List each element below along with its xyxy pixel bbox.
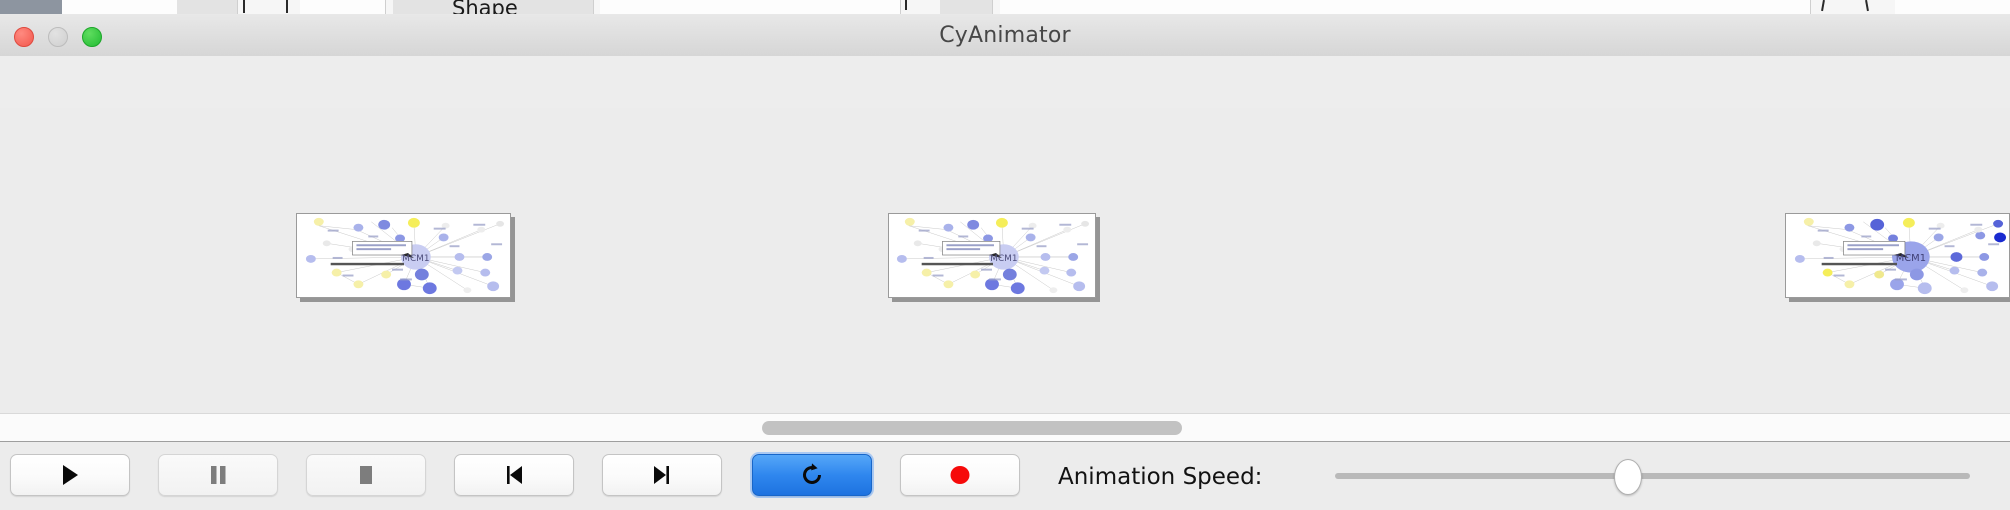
network-graph-preview: MCM1 bbox=[889, 214, 1095, 297]
timeline-panel[interactable]: MCM1 bbox=[0, 108, 2010, 413]
skip-back-button[interactable] bbox=[454, 454, 574, 496]
bg-tick bbox=[243, 0, 245, 13]
window-title: CyAnimator bbox=[939, 23, 1071, 48]
skip-forward-icon bbox=[654, 466, 669, 484]
animation-speed-slider[interactable] bbox=[1335, 459, 1970, 495]
play-icon bbox=[63, 465, 78, 485]
scrollbar-thumb[interactable] bbox=[762, 421, 1182, 435]
timeline-scrollbar[interactable] bbox=[0, 413, 2010, 443]
bg-chip bbox=[1000, 0, 1811, 14]
bg-chip bbox=[1895, 0, 2010, 14]
slider-track bbox=[1335, 473, 1970, 479]
background-window-strip: Shape bbox=[0, 0, 2010, 15]
bg-chip bbox=[62, 0, 178, 14]
bg-tick bbox=[905, 0, 907, 10]
close-button[interactable] bbox=[14, 27, 34, 47]
pause-icon bbox=[211, 466, 226, 484]
slider-thumb[interactable] bbox=[1614, 459, 1642, 495]
bg-chip bbox=[940, 0, 993, 14]
timeline-frame-thumbnail[interactable]: MCM1 bbox=[1785, 213, 2010, 298]
skip-back-icon bbox=[507, 466, 522, 484]
bg-chip bbox=[300, 0, 386, 14]
stop-button[interactable] bbox=[306, 454, 426, 496]
bg-tick bbox=[1865, 0, 1869, 12]
play-button[interactable] bbox=[10, 454, 130, 496]
bg-chip bbox=[393, 0, 594, 14]
hub-node-label: MCM1 bbox=[1896, 253, 1926, 264]
title-bar: CyAnimator bbox=[0, 14, 2010, 57]
loop-icon bbox=[803, 463, 821, 484]
bg-tick bbox=[286, 0, 288, 13]
maximize-button[interactable] bbox=[82, 27, 102, 47]
bg-tick bbox=[1821, 0, 1825, 12]
bg-chip bbox=[177, 0, 238, 14]
hub-node-label: MCM1 bbox=[990, 254, 1017, 264]
skip-forward-button[interactable] bbox=[602, 454, 722, 496]
animation-speed-label: Animation Speed: bbox=[1058, 464, 1263, 490]
loop-button[interactable] bbox=[752, 454, 872, 496]
hub-node-label: MCM1 bbox=[402, 254, 429, 264]
network-graph-preview: MCM1 bbox=[297, 214, 510, 297]
record-button[interactable] bbox=[900, 454, 1020, 496]
toolbar: ✚ Clear All Frames bbox=[0, 56, 2010, 148]
record-icon bbox=[950, 466, 970, 484]
bg-chip bbox=[0, 0, 63, 14]
stop-icon bbox=[360, 466, 372, 484]
network-graph-preview: MCM1 bbox=[1786, 214, 2009, 297]
timeline-frame-thumbnail[interactable]: MCM1 bbox=[888, 213, 1096, 298]
playback-toolbar: Animation Speed: bbox=[0, 441, 2010, 510]
background-window-label: Shape bbox=[452, 0, 518, 15]
minimize-button[interactable] bbox=[48, 27, 68, 47]
bg-chip bbox=[600, 0, 901, 14]
pause-button[interactable] bbox=[158, 454, 278, 496]
timeline-frame-thumbnail[interactable]: MCM1 bbox=[296, 213, 511, 298]
